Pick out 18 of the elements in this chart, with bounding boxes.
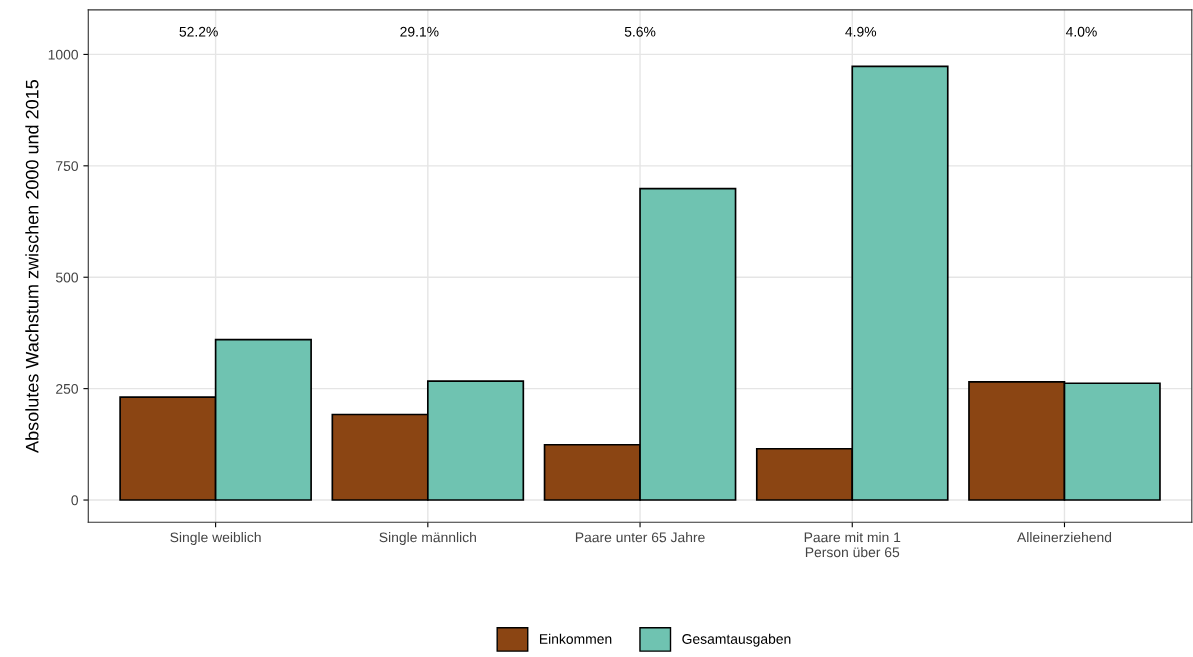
- y-tick-label: 0: [71, 495, 79, 506]
- x-tick-label: Paare mit min 1 Person über 65: [804, 532, 901, 558]
- annotation: 5.6%: [624, 26, 656, 37]
- y-tick-label: 1000: [48, 49, 79, 60]
- annotation: 29.1%: [400, 26, 439, 37]
- x-tick-label: Single männlich: [379, 532, 476, 545]
- y-tick-label: 500: [55, 272, 79, 283]
- x-tick-label: Alleinerziehend: [1017, 532, 1112, 543]
- annotation: 4.0%: [1065, 26, 1097, 37]
- y-tick-label: 750: [56, 161, 79, 171]
- y-axis-title: Absolutes Wachstum zwischen 2000 und 2015: [25, 79, 39, 453]
- y-tick-label: 250: [56, 383, 79, 394]
- x-tick-label: Single weiblich: [170, 532, 261, 545]
- annotation: 52.2%: [179, 26, 218, 37]
- annotation: 4.9%: [845, 26, 877, 37]
- legend-label: Einkommen: [539, 633, 612, 644]
- x-tick-label: Paare unter 65 Jahre: [575, 532, 705, 543]
- legend-label: Gesamtausgaben: [682, 633, 791, 647]
